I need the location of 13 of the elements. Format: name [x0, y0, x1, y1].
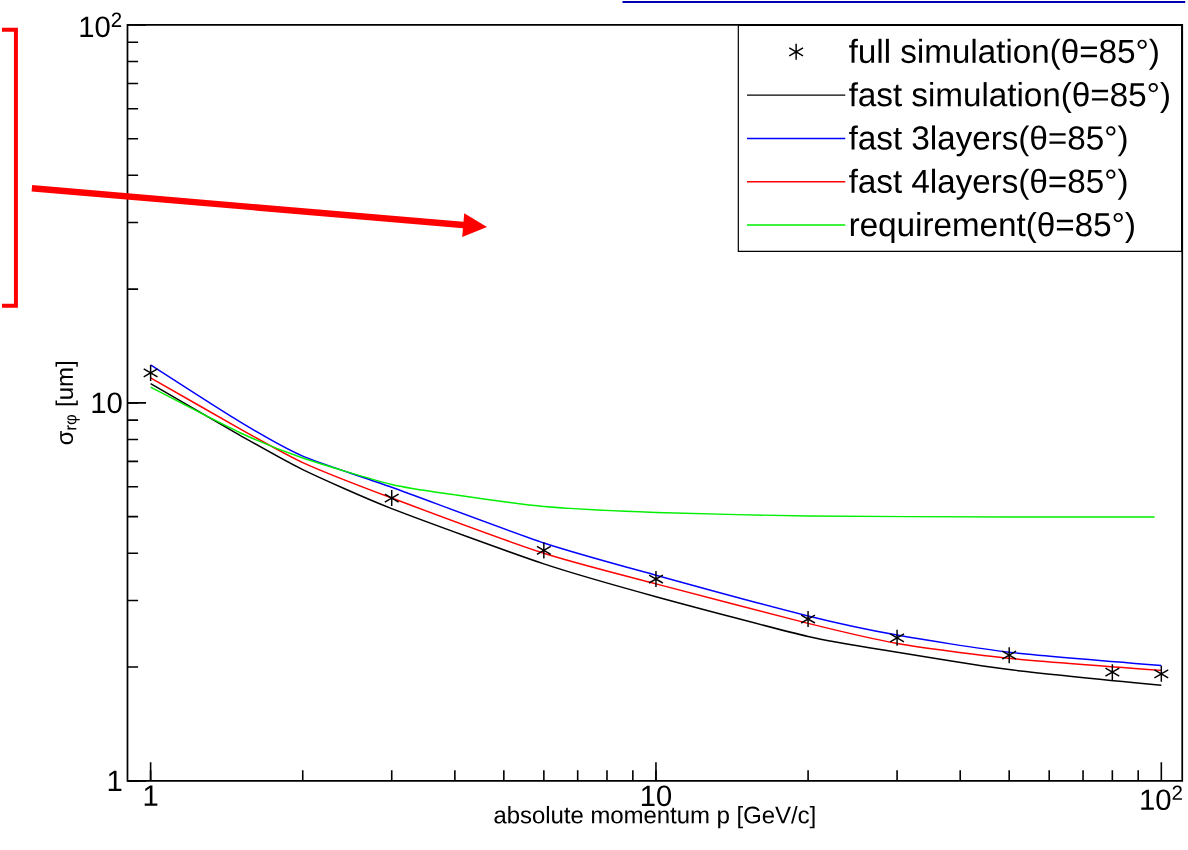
legend-label: requirement(θ=85°) [850, 212, 1134, 244]
x-tick-label: 10 [641, 785, 672, 807]
x-tick-label: 10$^{2}$ [1141, 785, 1182, 811]
x-tick-label: 1 [144, 785, 158, 806]
y-axis-title: σ$_{rφ}$ [um] [55, 362, 80, 445]
x-axis-title: absolute momentum p [GeV/c] [494, 806, 815, 829]
legend-label: fast simulation(θ=85°) [849, 82, 1169, 114]
y-tick-label: 1 [108, 771, 122, 792]
legend-label: full simulation(θ=85°) [849, 38, 1158, 70]
legend-label: fast 3layers(θ=85°) [849, 125, 1127, 157]
y-tick-label: 10 [92, 392, 122, 414]
legend-label: fast 4layers(θ=85°) [849, 168, 1127, 200]
y-tick-label: 10$^{2}$ [80, 12, 122, 38]
